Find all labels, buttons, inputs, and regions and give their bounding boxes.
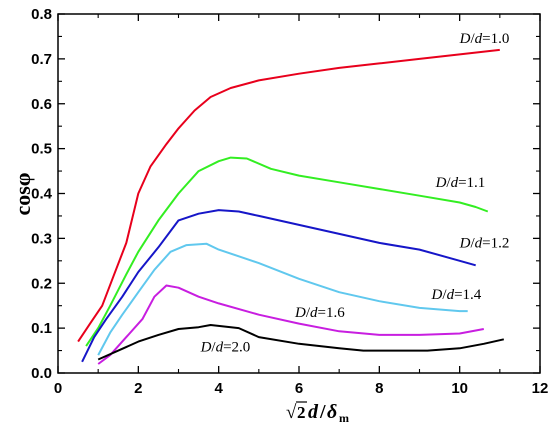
series-label: D/d=1.4 xyxy=(431,287,482,303)
y-tick-label: 0.4 xyxy=(31,186,53,203)
y-tick-label: 0.7 xyxy=(31,51,52,68)
series-label: D/d=1.2 xyxy=(459,235,510,251)
x-tick-label: 0 xyxy=(54,380,62,397)
series-labels: D/d=1.0 D/d=1.1 D/d=1.2 D/d=1.4 D/d=1.6 D/d=2… xyxy=(200,31,510,355)
x-axis-title-slash: / xyxy=(319,401,326,423)
x-axis-title-two: 2 xyxy=(297,403,306,422)
series-line xyxy=(77,48,500,343)
series-lines xyxy=(77,48,505,365)
y-tick-label: 0.1 xyxy=(31,320,52,337)
series-label: D/d=2.0 xyxy=(200,339,251,355)
y-tick-label: 0.3 xyxy=(31,230,52,247)
series-label: D/d=1.0 xyxy=(459,31,510,47)
series-label: D/d=1.6 xyxy=(294,305,345,321)
x-tick-label: 2 xyxy=(134,380,142,397)
x-tick-label: 4 xyxy=(214,380,223,397)
series-label: D/d=1.1 xyxy=(435,175,486,191)
x-tick-labels: 0 2 4 6 8 10 12 xyxy=(54,380,549,397)
y-tick-label: 0.2 xyxy=(31,275,52,292)
x-axis-title-radical: √ xyxy=(286,402,297,423)
x-tick-label: 10 xyxy=(451,380,468,397)
x-axis-title-delta: δ xyxy=(327,401,337,423)
x-axis-title: √ 2 d / δ m xyxy=(286,401,349,425)
y-axis-title: cosφ xyxy=(10,172,35,215)
x-tick-label: 8 xyxy=(375,380,383,397)
series-line xyxy=(97,284,484,365)
series-line xyxy=(81,209,476,363)
axis-ticks xyxy=(57,13,541,374)
y-tick-label: 0.5 xyxy=(31,141,52,158)
series-line xyxy=(97,324,505,361)
x-tick-label: 6 xyxy=(295,380,303,397)
x-tick-label: 12 xyxy=(532,380,549,397)
y-tick-label: 0.6 xyxy=(31,96,52,113)
x-axis-title-subscript: m xyxy=(339,411,349,425)
series-line xyxy=(97,242,468,356)
y-tick-label: 0.0 xyxy=(31,365,52,382)
y-tick-label: 0.8 xyxy=(31,6,52,23)
y-tick-labels: 0.0 0.1 0.2 0.3 0.4 0.5 0.6 0.7 0.8 xyxy=(31,6,53,382)
x-axis-title-d: d xyxy=(308,401,319,423)
series-line xyxy=(85,156,489,347)
